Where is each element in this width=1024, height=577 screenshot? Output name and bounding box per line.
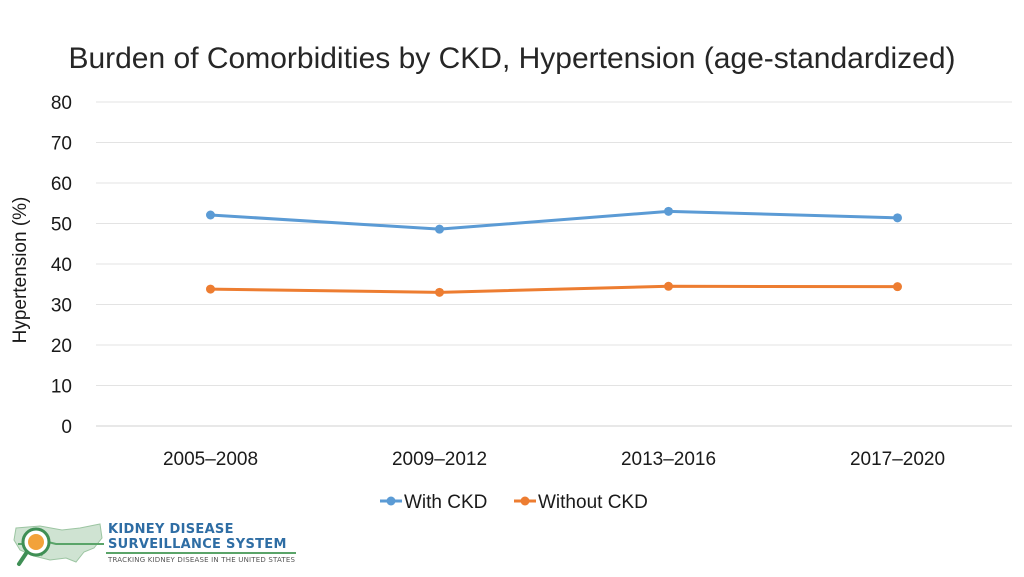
data-point-with-ckd [893,213,902,223]
data-point-without-ckd [435,287,444,297]
data-point-without-ckd [206,284,215,294]
grid-lines [96,101,1012,427]
y-tick-label: 10 [51,377,72,398]
y-axis-ticks: 0 10 20 30 40 50 60 70 80 [51,93,72,438]
logo-title-line2: SURVEILLANCE SYSTEM [108,537,287,552]
series-without-ckd [206,281,902,297]
data-point-with-ckd [435,224,444,234]
x-tick-label: 2009–2012 [392,449,487,470]
chart-title: Burden of Comorbidities by CKD, Hyperten… [68,42,955,75]
x-tick-label: 2017–2020 [850,449,945,470]
legend-swatch-marker [520,496,530,506]
y-tick-label: 40 [51,255,72,276]
y-tick-label: 50 [51,215,72,236]
legend-label: With CKD [404,492,487,513]
series-line-without-ckd [209,284,899,294]
legend-item-without-ckd: Without CKD [514,492,648,513]
legend-item-with-ckd: With CKD [380,492,487,513]
y-tick-label: 0 [61,417,72,438]
logo-tagline: TRACKING KIDNEY DISEASE IN THE UNITED ST… [108,556,296,564]
logo-divider [106,552,296,554]
y-tick-label: 20 [51,336,72,357]
legend-label: Without CKD [538,492,648,513]
data-point-with-ckd [664,206,673,216]
data-point-without-ckd [893,282,902,292]
series-with-ckd [206,206,902,234]
data-point-with-ckd [206,210,215,220]
y-tick-label: 60 [51,174,72,195]
series-group [206,206,902,297]
series-line-with-ckd [209,209,899,231]
y-tick-label: 30 [51,296,72,317]
y-axis-label: Hypertension (%) [10,197,31,344]
data-point-without-ckd [664,281,673,291]
y-tick-label: 70 [51,134,72,155]
legend-swatch-marker [386,496,396,506]
x-tick-label: 2005–2008 [163,449,258,470]
legend: With CKD Without CKD [380,492,648,513]
ksds-logo: KIDNEY DISEASE SURVEILLANCE SYSTEM TRACK… [10,514,300,572]
logo-title-line1: KIDNEY DISEASE [108,522,234,537]
y-tick-label: 80 [51,93,72,114]
us-map-icon [13,523,104,566]
x-axis-ticks: 2005–2008 2009–2012 2013–2016 2017–2020 [163,449,945,470]
x-tick-label: 2013–2016 [621,449,716,470]
